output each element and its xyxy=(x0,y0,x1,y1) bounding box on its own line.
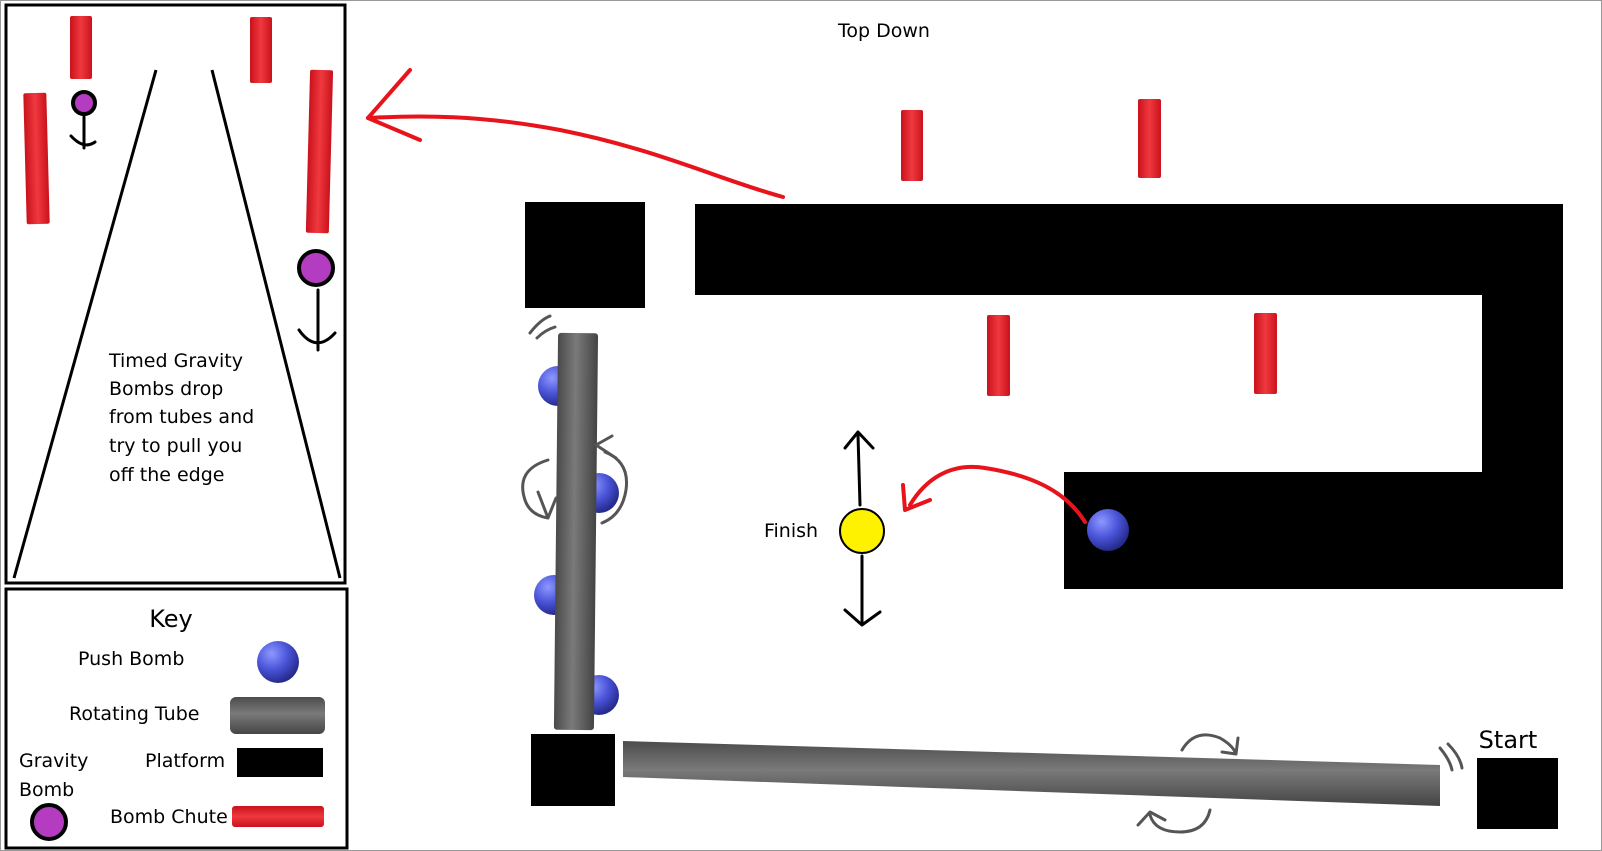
bomb-chute xyxy=(901,110,923,181)
arrow-head-icon xyxy=(901,483,932,512)
rotate-arrow-icon xyxy=(594,434,629,525)
bomb-chute xyxy=(250,17,272,83)
gravity-bomb-inset: Timed Gravity Bombs drop from tubes and … xyxy=(4,3,347,585)
up-arrow-icon xyxy=(843,430,875,507)
legend-title: Key xyxy=(149,605,193,633)
finish-marker xyxy=(839,508,885,554)
platform-top-track xyxy=(695,204,1563,295)
ramp-right-edge xyxy=(210,69,342,579)
legend-label-platform: Platform xyxy=(145,750,225,772)
bomb-chute xyxy=(23,92,50,225)
bomb-chute xyxy=(305,69,334,234)
start-platform xyxy=(1477,758,1558,829)
platform-bottom-track xyxy=(1064,472,1563,589)
down-arrow-icon xyxy=(843,554,882,627)
legend-label-push-bomb: Push Bomb xyxy=(78,648,184,670)
legend-push-bomb-swatch xyxy=(257,641,299,683)
motion-lines-icon xyxy=(528,314,557,340)
inset-frame xyxy=(4,3,347,585)
rotating-tube-vertical xyxy=(553,332,599,731)
platforms xyxy=(525,202,1563,829)
legend: Key Push Bomb Rotating Tube Gravity Bomb… xyxy=(4,587,349,850)
diagram-title: Top Down xyxy=(837,20,930,42)
bomb-chute xyxy=(1254,313,1277,394)
legend-label-bomb-chute: Bomb Chute xyxy=(110,806,228,828)
platform xyxy=(525,202,645,308)
down-arrow-icon xyxy=(297,288,337,352)
gravity-bomb xyxy=(71,90,97,116)
bomb-path-arrow xyxy=(908,464,1087,524)
legend-platform-swatch xyxy=(237,748,323,777)
legend-label-rotating-tube: Rotating Tube xyxy=(69,703,199,725)
platform xyxy=(531,734,615,806)
bomb-chute xyxy=(70,16,92,79)
inset-pointer-arrow xyxy=(366,114,785,199)
rotating-tube-horizontal xyxy=(623,741,1440,806)
legend-bomb-chute-swatch xyxy=(232,806,324,827)
bomb-chute xyxy=(987,315,1010,396)
legend-label-gravity-bomb-1: Gravity xyxy=(19,750,88,772)
ramp-left-edge xyxy=(12,69,158,579)
rotate-arrow-icon xyxy=(1136,808,1212,834)
bomb-chutes xyxy=(901,99,1277,396)
inset-note: Timed Gravity Bombs drop from tubes and … xyxy=(108,350,260,486)
motion-lines-icon xyxy=(1438,742,1464,772)
start-label: Start xyxy=(1479,726,1538,754)
rotate-arrow-icon xyxy=(521,458,558,520)
push-bomb xyxy=(1087,509,1129,551)
rotate-arrow-icon xyxy=(1180,733,1240,756)
legend-label-gravity-bomb-2: Bomb xyxy=(19,779,74,801)
gravity-bomb xyxy=(297,249,335,287)
bomb-chute xyxy=(1138,99,1161,178)
arrow-head-icon xyxy=(366,68,422,142)
down-arrow-icon xyxy=(69,115,97,150)
finish-label: Finish xyxy=(764,520,818,542)
legend-gravity-bomb-swatch xyxy=(30,803,68,841)
legend-rotating-tube-swatch xyxy=(230,697,325,734)
